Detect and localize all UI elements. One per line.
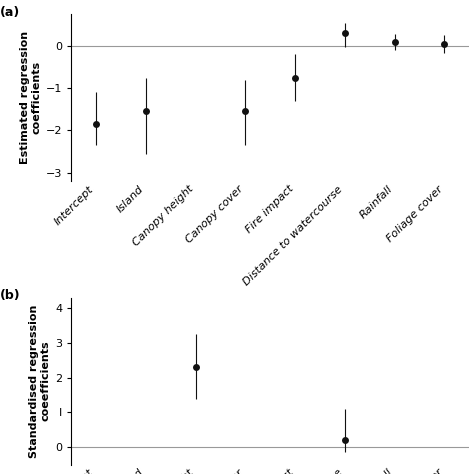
Text: (a): (a) — [0, 6, 20, 19]
Text: (b): (b) — [0, 290, 20, 302]
Y-axis label: Estimated regression
coefficients: Estimated regression coefficients — [20, 31, 41, 164]
Y-axis label: Standardised regression
coeefficients: Standardised regression coeefficients — [29, 304, 51, 458]
